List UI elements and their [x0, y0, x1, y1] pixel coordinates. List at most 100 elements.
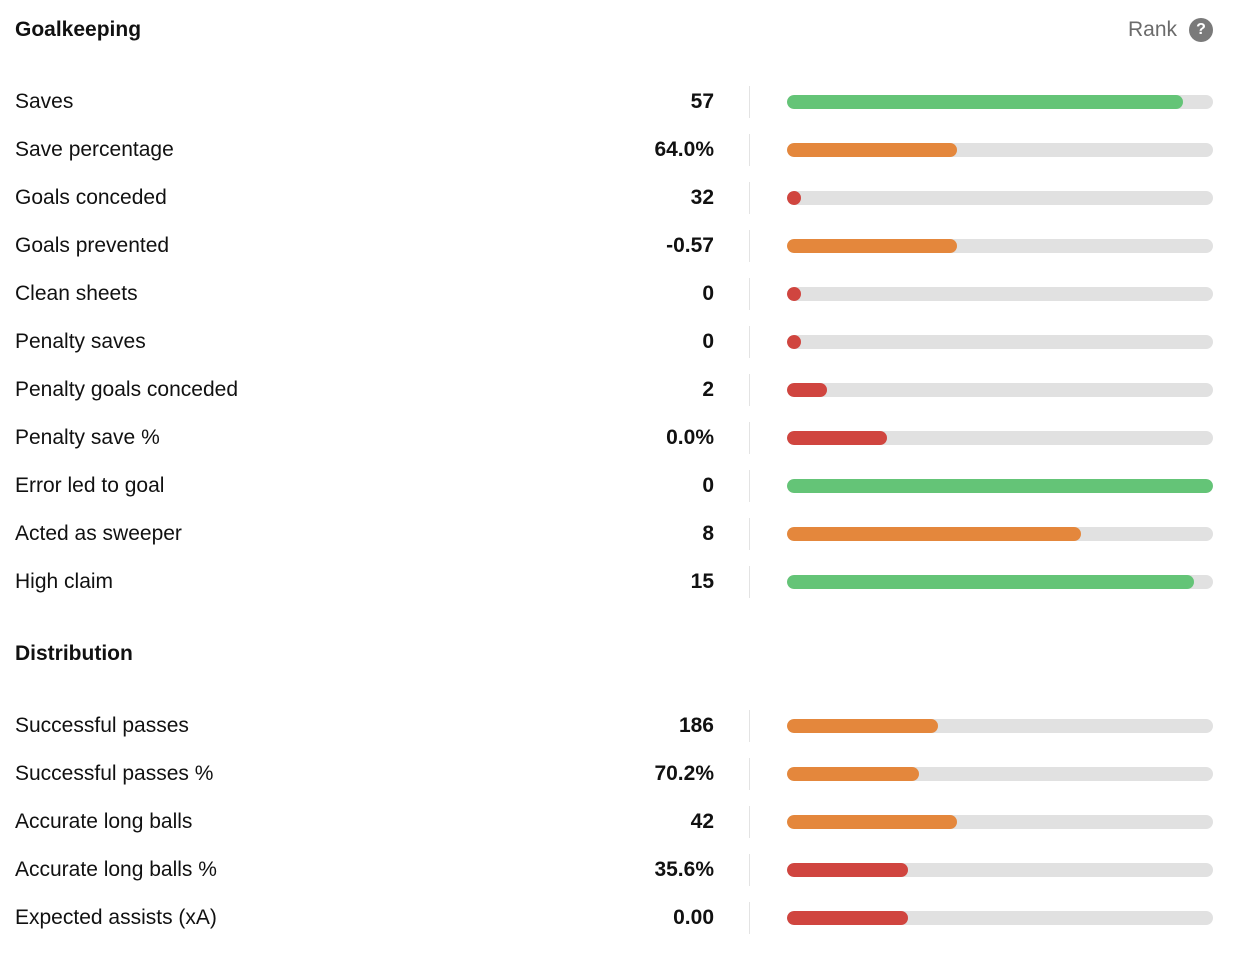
stat-label: Successful passes %	[15, 762, 214, 785]
help-icon[interactable]: ?	[1189, 18, 1213, 42]
stat-label: Expected assists (xA)	[15, 906, 217, 929]
stat-label: Acted as sweeper	[15, 522, 182, 545]
stat-label: Save percentage	[15, 138, 174, 161]
rank-bar-track	[787, 863, 1213, 877]
stat-row: High claim 15	[0, 558, 1234, 606]
stat-value: 0	[702, 474, 714, 497]
column-divider	[749, 758, 750, 790]
goalkeeping-stats-list: Saves 57 Save percentage 64.0% Goals concede…	[0, 78, 1234, 606]
rank-label: Rank	[1127, 18, 1177, 41]
column-divider	[749, 518, 750, 550]
stat-value: 15	[690, 570, 714, 593]
stat-label: Saves	[15, 90, 74, 113]
rank-bar-track	[787, 575, 1213, 589]
stat-row: Goals prevented -0.57	[0, 222, 1234, 270]
section-title-distribution: Distribution	[15, 642, 133, 665]
stat-value: 8	[702, 522, 714, 545]
stat-row: Accurate long balls % 35.6%	[0, 846, 1234, 894]
stat-value: 70.2%	[654, 762, 714, 785]
rank-bar-fill	[787, 719, 939, 733]
rank-bar-fill	[787, 527, 1081, 541]
rank-bar-fill	[787, 575, 1194, 589]
stat-label: Penalty goals conceded	[15, 378, 238, 401]
stat-value: 0.0%	[666, 426, 714, 449]
column-divider	[749, 854, 750, 886]
column-divider	[749, 230, 750, 262]
rank-bar-fill	[787, 287, 801, 301]
stat-label: Penalty saves	[15, 330, 146, 353]
stat-row: Penalty save % 0.0%	[0, 414, 1234, 462]
rank-bar-fill	[787, 239, 958, 253]
stat-row: Successful passes % 70.2%	[0, 750, 1234, 798]
stat-row: Penalty goals conceded 2	[0, 366, 1234, 414]
column-divider	[749, 374, 750, 406]
stat-value: 186	[678, 714, 714, 737]
stat-value: 42	[690, 810, 714, 833]
stat-label: Successful passes	[15, 714, 189, 737]
column-divider	[749, 134, 750, 166]
rank-bar-track	[787, 95, 1213, 109]
rank-bar-track	[787, 479, 1213, 493]
column-divider	[749, 566, 750, 598]
rank-bar-track	[787, 911, 1213, 925]
stat-label: Accurate long balls	[15, 810, 193, 833]
rank-bar-fill	[787, 191, 801, 205]
section-header: Goalkeeping Rank ?	[15, 10, 1213, 50]
section-title-goalkeeping: Goalkeeping	[15, 18, 142, 41]
column-divider	[749, 806, 750, 838]
column-divider	[749, 326, 750, 358]
stat-row: Save percentage 64.0%	[0, 126, 1234, 174]
rank-bar-track	[787, 335, 1213, 349]
stat-label: Penalty save %	[15, 426, 160, 449]
column-divider	[749, 710, 750, 742]
rank-bar-fill	[787, 335, 801, 349]
stat-label: Clean sheets	[15, 282, 138, 305]
stat-label: Goals prevented	[15, 234, 170, 257]
distribution-stats-list: Successful passes 186 Successful passes % 7…	[0, 702, 1234, 942]
stat-row: Goals conceded 32	[0, 174, 1234, 222]
rank-bar-track	[787, 431, 1213, 445]
stat-label: Accurate long balls %	[15, 858, 217, 881]
rank-bar-fill	[787, 863, 909, 877]
rank-header: Rank ?	[1128, 18, 1213, 42]
rank-bar-track	[787, 287, 1213, 301]
rank-bar-fill	[787, 767, 920, 781]
stat-row: Acted as sweeper 8	[0, 510, 1234, 558]
stat-value: 0.00	[673, 906, 714, 929]
stat-row: Clean sheets 0	[0, 270, 1234, 318]
column-divider	[749, 422, 750, 454]
stat-label: Error led to goal	[15, 474, 165, 497]
rank-bar-track	[787, 383, 1213, 397]
rank-bar-fill	[787, 95, 1184, 109]
stat-value: 2	[702, 378, 714, 401]
stat-value: 64.0%	[654, 138, 714, 161]
rank-bar-fill	[787, 431, 888, 445]
stat-value: 57	[690, 90, 714, 113]
stat-value: 0	[702, 330, 714, 353]
stat-row: Penalty saves 0	[0, 318, 1234, 366]
column-divider	[749, 182, 750, 214]
stat-value: 32	[690, 186, 714, 209]
rank-bar-track	[787, 239, 1213, 253]
stat-row: Saves 57	[0, 78, 1234, 126]
stat-row: Expected assists (xA) 0.00	[0, 894, 1234, 942]
rank-bar-track	[787, 767, 1213, 781]
rank-bar-track	[787, 815, 1213, 829]
rank-bar-track	[787, 191, 1213, 205]
rank-bar-track	[787, 719, 1213, 733]
column-divider	[749, 86, 750, 118]
rank-bar-fill	[787, 815, 958, 829]
stat-row: Accurate long balls 42	[0, 798, 1234, 846]
rank-bar-fill	[787, 911, 909, 925]
rank-bar-fill	[787, 383, 828, 397]
rank-bar-track	[787, 143, 1213, 157]
stat-row: Error led to goal 0	[0, 462, 1234, 510]
stat-value: 0	[702, 282, 714, 305]
rank-bar-fill	[787, 479, 1213, 493]
stat-label: Goals conceded	[15, 186, 167, 209]
stat-value: -0.57	[666, 234, 714, 257]
stat-value: 35.6%	[654, 858, 714, 881]
rank-bar-track	[787, 527, 1213, 541]
column-divider	[749, 278, 750, 310]
column-divider	[749, 902, 750, 934]
